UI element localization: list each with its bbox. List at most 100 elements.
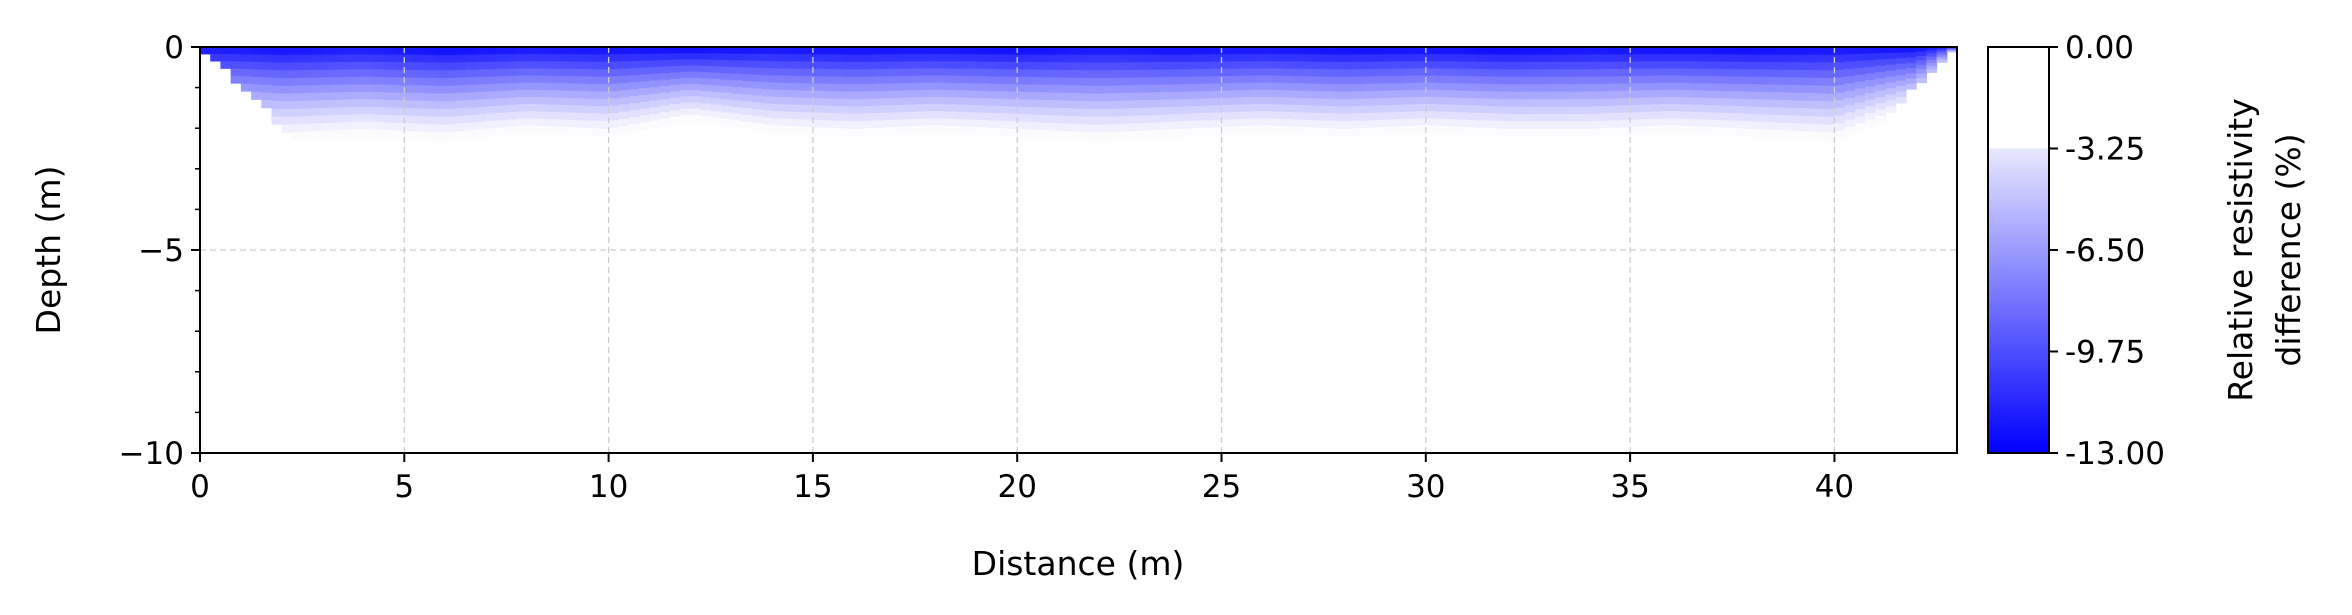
field-cell <box>1497 106 1509 115</box>
field-cell <box>230 68 242 77</box>
field-cell <box>496 98 508 107</box>
field-cell <box>1916 55 1927 61</box>
field-cell <box>1568 61 1580 70</box>
grid-lines <box>199 47 1957 453</box>
field-cell <box>915 75 926 84</box>
field-cell <box>373 99 385 108</box>
field-cell <box>823 120 834 129</box>
field-cell <box>1006 76 1018 85</box>
field-cell <box>251 91 262 100</box>
field-cell <box>1773 107 1784 116</box>
field-cell <box>1589 113 1601 122</box>
field-cell <box>1037 114 1049 124</box>
field-cell <box>414 123 426 133</box>
field-cell <box>210 53 222 62</box>
field-cell <box>823 76 834 85</box>
field-cell <box>414 47 426 56</box>
field-cell <box>1773 84 1784 93</box>
field-cell <box>1405 97 1417 105</box>
field-cell <box>751 123 763 131</box>
field-cell <box>1691 119 1703 127</box>
field-cell <box>1834 115 1846 124</box>
field-cell <box>1272 90 1284 98</box>
field-cell <box>1895 52 1907 59</box>
field-cell <box>496 54 508 63</box>
field-cell <box>516 54 528 62</box>
field-cell <box>639 81 651 89</box>
field-cell <box>812 112 824 121</box>
field-cell <box>751 88 763 97</box>
field-cell <box>302 108 313 117</box>
field-cell <box>823 47 834 55</box>
field-cell <box>1415 61 1427 69</box>
field-cell <box>516 125 528 134</box>
field-cell <box>1568 47 1580 56</box>
field-cell <box>383 122 395 131</box>
field-cell <box>986 120 998 129</box>
field-cell <box>945 90 957 98</box>
field-cell <box>363 129 375 138</box>
field-cell <box>772 61 783 69</box>
field-cell <box>792 90 804 99</box>
field-cell <box>343 69 354 78</box>
field-cell <box>455 108 467 117</box>
field-cell <box>1487 76 1498 85</box>
field-cell <box>1548 69 1560 78</box>
field-cell <box>823 91 834 99</box>
field-cell <box>925 82 937 91</box>
field-cell <box>547 111 559 120</box>
field-cell <box>812 127 824 136</box>
field-cell <box>1252 89 1263 98</box>
field-cell <box>557 54 569 63</box>
field-cell <box>210 47 222 55</box>
field-cell <box>1139 84 1151 94</box>
field-cell <box>577 113 589 121</box>
field-cell <box>1262 89 1274 98</box>
field-cell <box>1006 106 1018 115</box>
field-cell <box>639 115 651 123</box>
field-cell <box>322 54 334 63</box>
field-cell <box>1527 61 1539 70</box>
field-cell <box>874 98 886 107</box>
field-cell <box>945 47 957 55</box>
field-cell <box>1865 99 1876 107</box>
field-cell <box>465 107 477 116</box>
field-cell <box>1691 75 1703 84</box>
field-cell <box>1946 47 1957 49</box>
field-cell <box>281 54 293 64</box>
field-cell <box>802 112 814 121</box>
field-cell <box>434 70 446 79</box>
field-cell <box>1548 106 1560 115</box>
field-cell <box>1374 90 1386 99</box>
field-cell <box>1323 91 1335 100</box>
field-cell <box>680 102 691 110</box>
field-cell <box>1905 83 1917 90</box>
field-cell <box>1752 84 1764 93</box>
field-cell <box>1098 132 1110 141</box>
field-cell <box>853 54 865 63</box>
field-cell <box>1058 115 1069 124</box>
field-cell <box>1813 93 1825 102</box>
field-cell <box>802 97 814 106</box>
field-cell <box>1333 76 1345 85</box>
field-cell <box>690 71 702 79</box>
field-cell <box>1497 84 1509 93</box>
field-cell <box>455 62 467 71</box>
field-cell <box>1517 91 1529 100</box>
field-cell <box>1619 98 1631 106</box>
field-cell <box>782 125 794 134</box>
field-cell <box>1497 113 1509 122</box>
field-cell <box>649 107 661 115</box>
field-cell <box>1630 68 1641 77</box>
field-cell <box>1619 83 1631 92</box>
field-cell <box>1813 70 1825 79</box>
field-cell <box>1006 121 1018 130</box>
x-tick-label: 25 <box>1202 469 1241 505</box>
field-cell <box>1517 99 1529 108</box>
field-cell <box>1272 75 1284 84</box>
field-cell <box>720 60 732 68</box>
field-cell <box>1875 72 1887 79</box>
field-cell <box>608 47 620 55</box>
field-cell <box>986 98 998 107</box>
field-cell <box>1507 99 1519 108</box>
